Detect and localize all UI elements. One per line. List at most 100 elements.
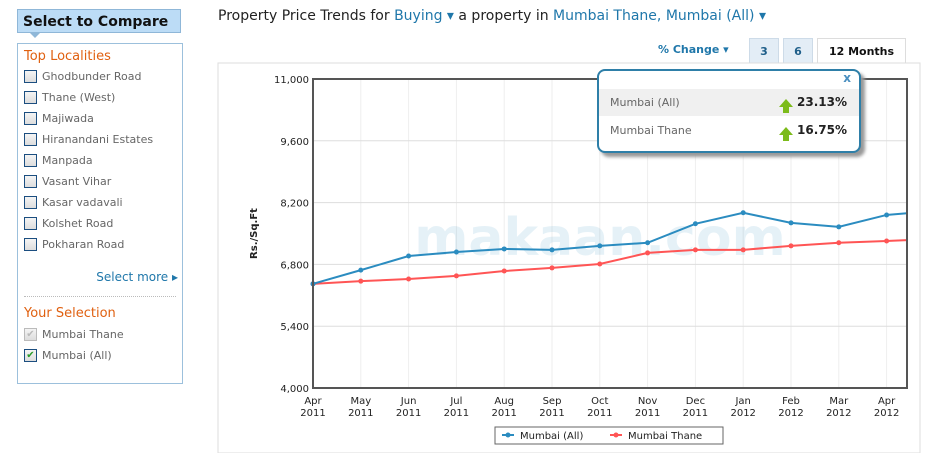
- x-tick-label: Sep 2011: [539, 396, 564, 419]
- data-point: [740, 247, 746, 253]
- close-icon[interactable]: x: [843, 71, 851, 85]
- x-tick-month: Mar: [829, 396, 849, 407]
- x-tick-label: Nov 2011: [635, 396, 660, 419]
- locality-item[interactable]: Manpada: [24, 154, 93, 167]
- locality-label: Hiranandani Estates: [42, 133, 154, 146]
- tooltip-row: Mumbai Thane 16.75%: [599, 117, 859, 144]
- your-selection-title: Your Selection: [24, 306, 116, 321]
- legend-marker-dot: [505, 432, 511, 438]
- y-axis-label: Rs./Sq.Ft: [249, 208, 260, 259]
- series-name: Mumbai (All): [610, 96, 680, 109]
- x-tick-month: Apr: [878, 396, 896, 407]
- locality-item[interactable]: Ghodbunder Road: [24, 70, 142, 83]
- x-tick-label: Dec 2011: [683, 396, 708, 419]
- x-tick-year: 2011: [300, 408, 325, 419]
- checkbox[interactable]: [24, 217, 37, 230]
- select-more-link[interactable]: Select more ▸: [96, 270, 178, 284]
- series-line: [312, 239, 908, 285]
- title-text: Property Price Trends for: [218, 8, 395, 24]
- selection-item[interactable]: ✔ Mumbai (All): [24, 349, 112, 362]
- x-tick-month: Oct: [591, 396, 608, 407]
- locality-item[interactable]: Kasar vadavali: [24, 196, 123, 209]
- locality-item[interactable]: Hiranandani Estates: [24, 133, 153, 146]
- arrow-up-icon: [779, 98, 794, 113]
- locality-item[interactable]: Vasant Vihar: [24, 175, 111, 188]
- x-tick-year: 2012: [730, 408, 755, 419]
- checkbox[interactable]: [24, 70, 37, 83]
- x-tick-year: 2012: [874, 408, 899, 419]
- x-tick-month: May: [350, 396, 371, 407]
- checkbox[interactable]: ✔: [24, 349, 37, 362]
- locality-item[interactable]: Kolshet Road: [24, 217, 113, 230]
- divider: [24, 296, 176, 297]
- percent-change-dropdown[interactable]: % Change ▾: [658, 43, 729, 56]
- y-tick-label: 6,800: [280, 260, 309, 271]
- mode-dropdown[interactable]: Buying ▾: [394, 8, 454, 24]
- x-tick-year: 2011: [444, 408, 469, 419]
- x-tick-year: 2012: [826, 408, 851, 419]
- locality-label: Pokharan Road: [42, 238, 125, 251]
- x-tick-month: Jun: [400, 396, 417, 407]
- locality-item[interactable]: Majiwada: [24, 112, 94, 125]
- select-to-compare-header: Select to Compare: [17, 9, 181, 33]
- data-point: [836, 240, 842, 246]
- legend-label: Mumbai (All): [520, 431, 583, 442]
- locality-label: Ghodbunder Road: [42, 70, 142, 83]
- checkbox[interactable]: [24, 154, 37, 167]
- checkbox[interactable]: [24, 91, 37, 104]
- selection-label: Mumbai (All): [42, 349, 112, 362]
- data-point: [358, 278, 364, 284]
- data-point: [788, 243, 794, 249]
- x-tick-month: Jul: [449, 396, 462, 407]
- x-tick-month: Dec: [686, 396, 705, 407]
- x-tick-month: Nov: [638, 396, 658, 407]
- location-dropdown[interactable]: Mumbai Thane, Mumbai (All) ▾: [553, 8, 766, 24]
- x-tick-year: 2011: [587, 408, 612, 419]
- locality-label: Manpada: [42, 154, 93, 167]
- selection-item[interactable]: ✔ Mumbai Thane: [24, 328, 124, 341]
- data-point: [597, 243, 603, 249]
- checkbox[interactable]: [24, 133, 37, 146]
- locality-label: Vasant Vihar: [42, 175, 112, 188]
- data-point: [884, 238, 890, 244]
- legend-label: Mumbai Thane: [628, 431, 702, 442]
- y-tick-label: 5,400: [280, 322, 309, 333]
- locality-label: Kolshet Road: [42, 217, 114, 230]
- x-tick-month: Aug: [494, 396, 514, 407]
- locality-label: Kasar vadavali: [42, 196, 123, 209]
- x-tick-label: Oct 2011: [587, 396, 612, 419]
- locality-label: Thane (West): [42, 91, 116, 104]
- y-tick-label: 8,200: [280, 199, 309, 210]
- tab-12-months[interactable]: 12 Months: [817, 38, 906, 65]
- tooltip-row: Mumbai (All) 23.13%: [599, 89, 859, 116]
- locality-item[interactable]: Thane (West): [24, 91, 115, 104]
- data-point: [836, 224, 842, 230]
- series-name: Mumbai Thane: [610, 124, 692, 137]
- checkbox[interactable]: [24, 112, 37, 125]
- checkbox[interactable]: [24, 175, 37, 188]
- top-localities-title: Top Localities: [24, 49, 111, 64]
- data-point: [501, 268, 507, 274]
- y-tick-label: 11,000: [274, 75, 309, 86]
- locality-label: Majiwada: [42, 112, 94, 125]
- checkbox[interactable]: [24, 238, 37, 251]
- x-tick-month: Feb: [782, 396, 800, 407]
- y-tick-label: 9,600: [280, 137, 309, 148]
- checkbox[interactable]: [24, 196, 37, 209]
- change-value: 23.13%: [797, 95, 847, 109]
- legend-marker-dot: [613, 432, 619, 438]
- data-point: [597, 261, 603, 267]
- x-tick-year: 2011: [491, 408, 516, 419]
- selection-label: Mumbai Thane: [42, 328, 124, 341]
- x-tick-month: Jan: [734, 396, 750, 407]
- x-tick-label: Apr 2011: [300, 396, 325, 419]
- legend: [494, 426, 724, 445]
- data-point: [406, 276, 412, 282]
- x-tick-label: Apr 2012: [874, 396, 899, 419]
- data-point: [453, 273, 459, 279]
- data-point: [549, 265, 555, 271]
- x-tick-year: 2012: [778, 408, 803, 419]
- x-tick-label: Jan 2012: [730, 396, 755, 419]
- x-tick-year: 2011: [348, 408, 373, 419]
- locality-item[interactable]: Pokharan Road: [24, 238, 124, 251]
